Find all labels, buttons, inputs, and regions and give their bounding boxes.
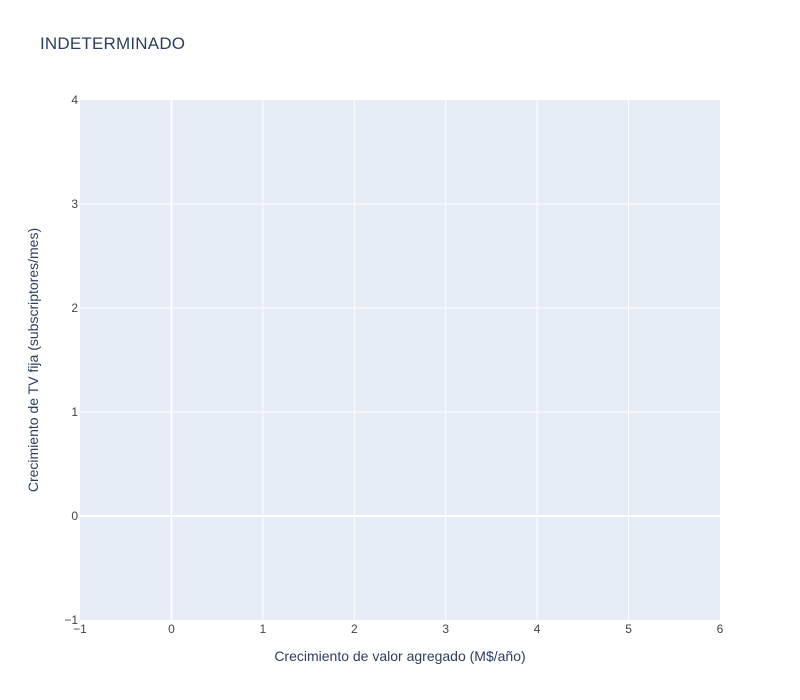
y-tick-label: 0 [71, 509, 78, 523]
x-tick-label: 6 [717, 622, 724, 636]
x-tick-label: −1 [73, 622, 87, 636]
grid-layer [80, 100, 720, 620]
y-tick-label: 2 [71, 301, 78, 315]
plot-area [80, 100, 720, 620]
chart-title: INDETERMINADO [40, 34, 186, 53]
y-tick-label: 3 [71, 197, 78, 211]
x-tick-label: 2 [351, 622, 358, 636]
tick-layer: −1 0 1 2 3 4 5 6 −1 0 1 2 3 4 [64, 93, 723, 636]
x-tick-label: 3 [442, 622, 449, 636]
y-tick-label: −1 [64, 613, 78, 627]
x-tick-label: 5 [625, 622, 632, 636]
x-axis-label: Crecimiento de valor agregado (M$/año) [274, 648, 525, 664]
y-axis-label: Crecimiento de TV fija (subscriptores/me… [25, 228, 41, 492]
x-tick-label: 1 [260, 622, 267, 636]
x-tick-label: 0 [168, 622, 175, 636]
y-tick-label: 1 [71, 405, 78, 419]
y-tick-label: 4 [71, 93, 78, 107]
x-tick-label: 4 [534, 622, 541, 636]
